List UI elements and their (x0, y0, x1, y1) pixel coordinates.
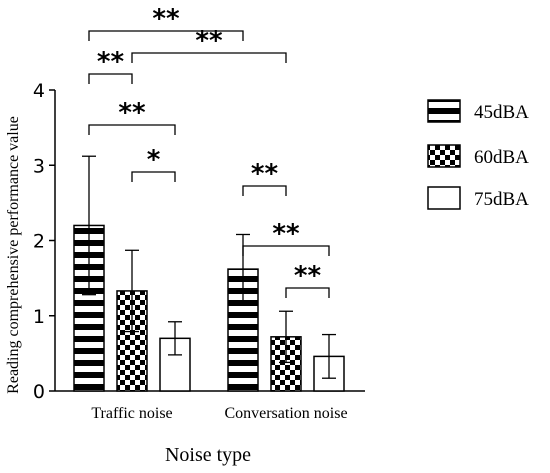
legend-label: 75dBA (474, 189, 529, 210)
legend: 45dBA 60dBA 75dBA (427, 99, 529, 210)
significance-label: ** (118, 98, 146, 128)
significance-label: ** (97, 47, 125, 77)
significance-bracket (285, 287, 330, 298)
y-axis-label: Reading comprehensive performance value (5, 116, 22, 394)
significance-label: * (147, 145, 161, 175)
significance-bracket (88, 124, 176, 135)
significance-label: ** (152, 4, 180, 34)
y-axis: 0 1 2 3 4 (33, 80, 56, 403)
significance-bracket (131, 52, 287, 63)
significance-bracket (242, 185, 287, 196)
y-tick-label: 3 (33, 155, 45, 177)
significance-bracket (88, 73, 133, 84)
x-tick-label: Traffic noise (91, 405, 172, 422)
bars (73, 155, 345, 392)
x-axis: Traffic noise Conversation noise (55, 390, 365, 422)
legend-swatch-75dBA (427, 186, 461, 210)
significance-label: ** (195, 26, 223, 56)
significance-bracket (131, 171, 176, 182)
y-tick-label: 1 (33, 306, 45, 328)
significance-label: ** (294, 261, 322, 291)
significance-annotations: ********* ****** (88, 4, 330, 298)
y-tick-label: 2 (33, 231, 45, 253)
significance-label: ** (251, 159, 279, 189)
y-tick-label: 4 (33, 80, 45, 102)
legend-label: 45dBA (474, 102, 529, 123)
legend-label: 60dBA (474, 147, 529, 168)
significance-bracket (242, 245, 330, 256)
significance-bracket (88, 30, 244, 41)
legend-swatch-60dBA (427, 144, 461, 168)
y-tick-label: 0 (33, 381, 45, 403)
significance-label: ** (272, 219, 300, 249)
x-tick-label: Conversation noise (224, 405, 347, 422)
legend-swatch-45dBA (427, 99, 461, 123)
x-axis-label: Noise type (165, 444, 251, 466)
